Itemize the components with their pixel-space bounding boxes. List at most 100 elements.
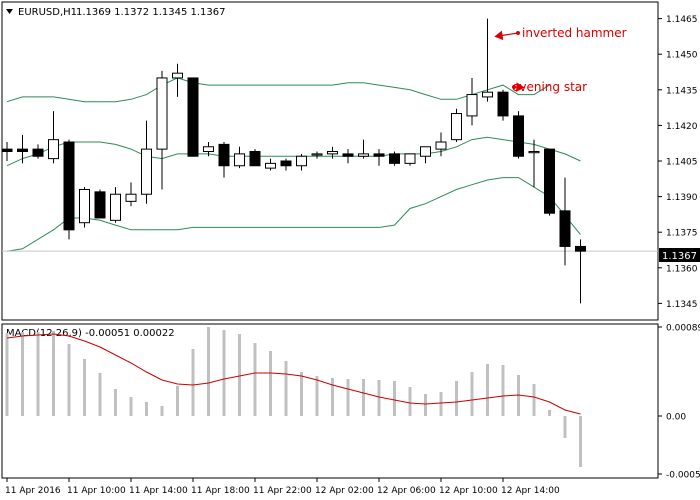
candle xyxy=(141,120,152,204)
annotations: inverted hammer evening star xyxy=(494,26,627,94)
macd-histogram-bar xyxy=(408,387,412,416)
price-axis-label: 1.1405 xyxy=(666,158,698,168)
candle xyxy=(110,187,121,223)
macd-axis-label: -0.00058 xyxy=(666,471,700,481)
time-axis-label: 12 Apr 02:00 xyxy=(315,486,374,496)
candle xyxy=(156,70,168,190)
macd-histogram-bar xyxy=(160,406,164,416)
candle-body xyxy=(451,113,462,141)
candle xyxy=(466,77,478,126)
price-axis-label: 1.1435 xyxy=(666,86,698,96)
bollinger-upper-line xyxy=(6,77,550,103)
candle-body xyxy=(435,141,447,150)
candle-body xyxy=(342,153,354,157)
candle xyxy=(497,89,509,121)
candle xyxy=(265,158,276,171)
candle xyxy=(311,151,323,159)
candle xyxy=(544,148,555,216)
candle-body xyxy=(327,151,338,155)
candle-body xyxy=(575,245,586,252)
macd-histogram-bar xyxy=(145,402,148,416)
macd-histogram-bar xyxy=(253,343,257,416)
candle-body xyxy=(389,153,400,164)
candle-body xyxy=(358,153,369,157)
candle-body xyxy=(559,210,571,247)
candle xyxy=(203,142,214,157)
time-axis-label: 12 Apr 10:00 xyxy=(439,486,498,496)
macd-histogram-bar xyxy=(284,361,288,416)
current-price-badge-bg xyxy=(659,248,700,262)
candle-body xyxy=(1,148,13,153)
candle xyxy=(32,144,44,159)
candle-body xyxy=(311,153,323,156)
price-axis-label: 1.1390 xyxy=(666,193,698,203)
macd-histogram-bar xyxy=(83,359,86,416)
macd-panel-frame xyxy=(1,323,659,479)
price-axis-label: 1.1375 xyxy=(666,229,698,239)
candle xyxy=(249,149,261,167)
candle-body xyxy=(187,77,199,157)
macd-histogram-bar xyxy=(486,364,489,416)
candle-body xyxy=(265,162,276,169)
macd-histogram-bar xyxy=(67,344,71,416)
candle xyxy=(559,177,571,266)
price-panel[interactable]: 1.1465 1.1450 1.1435 1.1420 1.1405 1.1390 1.13… xyxy=(1,1,700,321)
macd-histogram-bar xyxy=(501,365,505,416)
bollinger-middle-line xyxy=(6,136,581,167)
macd-histogram-bar xyxy=(315,376,319,416)
candle xyxy=(482,18,493,102)
candle xyxy=(1,142,13,161)
candle xyxy=(187,77,199,157)
candle-body xyxy=(296,155,307,167)
price-axis-label: 1.1345 xyxy=(666,300,698,310)
candle-body xyxy=(156,77,168,150)
macd-histogram-bar xyxy=(455,381,458,416)
macd-panel[interactable]: MACD(12,26,9) -0.00051 0.00022 0.000890.… xyxy=(1,323,700,481)
macd-axis-label: 0.00089 xyxy=(666,324,700,334)
candle xyxy=(358,139,369,159)
candle-body xyxy=(63,141,75,231)
time-axis-label: 11 Apr 22:00 xyxy=(253,486,312,496)
macd-histogram-bar xyxy=(222,330,226,416)
candle-body xyxy=(466,94,478,117)
macd-histogram-bar xyxy=(191,349,195,416)
candle xyxy=(420,146,431,164)
candle xyxy=(280,158,292,171)
time-axis-label: 11 Apr 18:00 xyxy=(191,486,250,496)
candle xyxy=(63,139,75,240)
candle xyxy=(125,182,137,207)
evening-star-label: evening star xyxy=(512,80,587,94)
macd-axis: 0.00089 0.00 -0.00058 xyxy=(658,324,700,481)
macd-signal-line xyxy=(6,333,581,415)
macd-histogram-bar xyxy=(563,416,567,438)
macd-histogram-bar xyxy=(548,410,551,416)
macd-histogram-bar xyxy=(300,372,303,416)
candle-body xyxy=(528,151,540,154)
price-axis-label: 1.1420 xyxy=(666,122,698,132)
candle-body xyxy=(218,143,230,167)
price-axis-label: 1.1360 xyxy=(666,264,698,274)
chart-header: EURUSD,H1 1.1369 1.1372 1.1345 1.1367 xyxy=(6,7,226,18)
current-price-label: 1.1367 xyxy=(662,251,697,262)
candle xyxy=(342,149,354,164)
candle xyxy=(528,139,540,188)
candle-body xyxy=(172,72,183,79)
window-menu-icon[interactable] xyxy=(6,9,13,14)
candle xyxy=(94,189,106,219)
time-axis-label: 11 Apr 14:00 xyxy=(129,486,188,496)
candle-body xyxy=(141,148,152,195)
macd-histogram-bar xyxy=(470,372,474,416)
macd-histogram-bar xyxy=(532,384,536,416)
candle-body xyxy=(17,148,28,153)
inverted-hammer-dot xyxy=(516,31,520,35)
macd-histogram-bar xyxy=(176,386,179,416)
candle xyxy=(404,153,416,166)
candle-body xyxy=(497,91,509,117)
macd-histogram-bar xyxy=(362,379,365,416)
time-axis-label: 12 Apr 14:00 xyxy=(501,486,560,496)
candlesticks xyxy=(1,18,586,304)
candle xyxy=(172,63,183,97)
macd-histogram-bar xyxy=(207,327,210,416)
